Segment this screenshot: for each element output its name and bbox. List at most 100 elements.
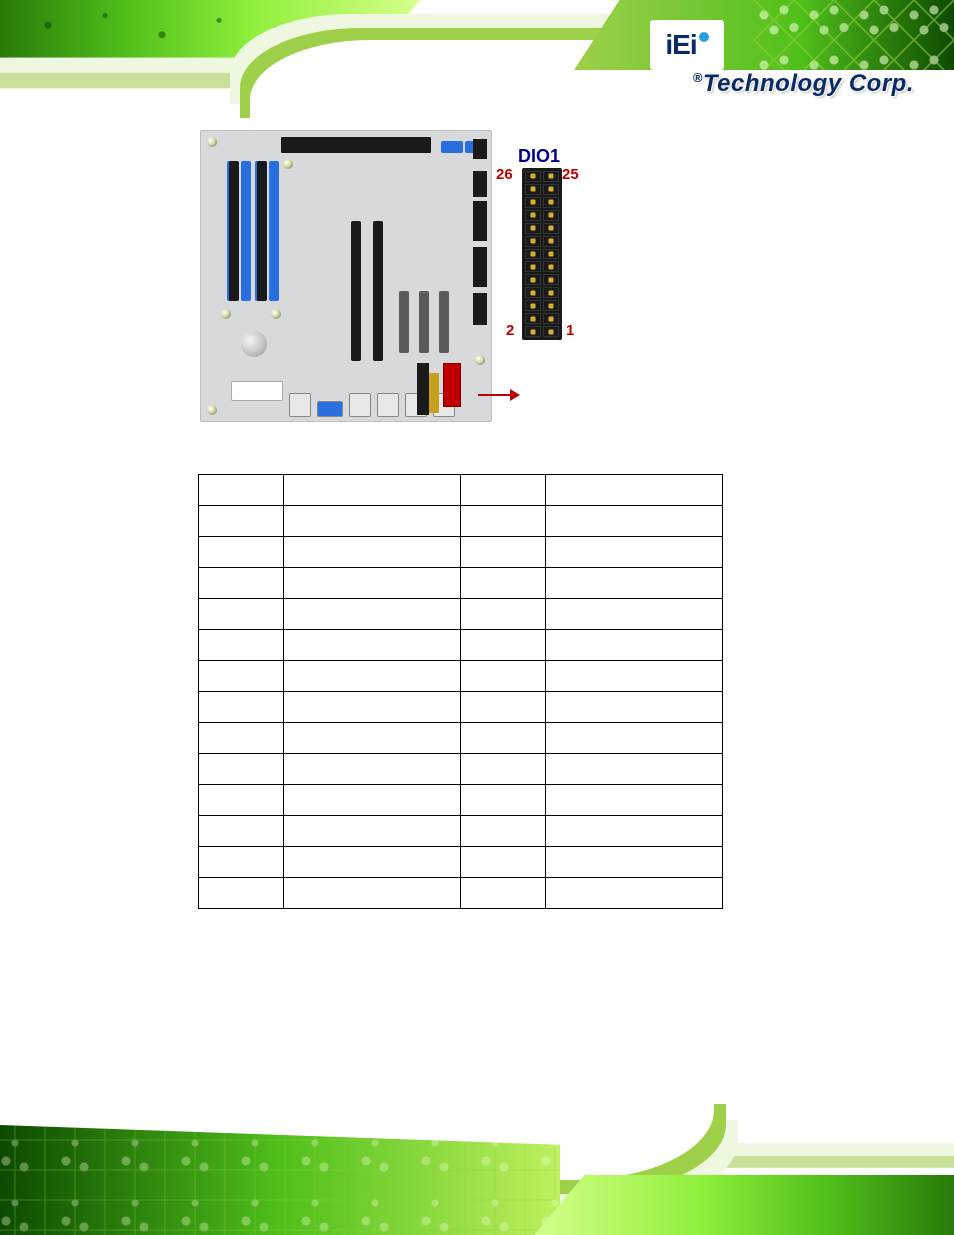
pcie-slot-icon (351, 221, 361, 361)
bottom-banner (0, 1095, 954, 1235)
table-cell (461, 878, 546, 909)
table-cell (546, 878, 723, 909)
table-cell (284, 568, 461, 599)
table-cell (546, 630, 723, 661)
pin-label-26: 26 (496, 166, 513, 183)
table-cell (461, 847, 546, 878)
table-cell (199, 816, 284, 847)
header-pin-icon (525, 184, 541, 195)
table-cell (546, 847, 723, 878)
screw-hole-icon (475, 355, 485, 365)
table-cell (461, 568, 546, 599)
callout-arrow-line (478, 394, 514, 396)
table-cell (284, 785, 461, 816)
table-row (199, 723, 723, 754)
table-row (199, 661, 723, 692)
dio-connector-highlight (443, 363, 461, 407)
lan-port-icon (377, 393, 399, 417)
header-pin-icon (543, 236, 559, 247)
table-cell (284, 630, 461, 661)
table-cell (461, 630, 546, 661)
table-cell (461, 754, 546, 785)
table-cell (284, 692, 461, 723)
table-row (199, 537, 723, 568)
pcie-slot-icon (373, 221, 383, 361)
table-cell (546, 506, 723, 537)
screw-hole-icon (207, 137, 217, 147)
dio-header-enlarged (522, 168, 562, 340)
bottom-pcb-strip-right (534, 1175, 954, 1235)
dimm-slot-icon (229, 161, 239, 301)
pin-header-icon (473, 139, 487, 159)
table-cell (461, 537, 546, 568)
table-header-row (199, 475, 723, 506)
pci-slot-icon (439, 291, 449, 353)
pin-label-25: 25 (562, 166, 579, 183)
table-cell (284, 816, 461, 847)
table-header-cell (546, 475, 723, 506)
header-pin-icon (543, 287, 559, 298)
table-cell (546, 816, 723, 847)
header-pin-icon (525, 300, 541, 311)
sata-connector-icon (441, 141, 463, 153)
header-pin-icon (525, 313, 541, 324)
dimm-slot-icon (257, 161, 267, 301)
table-cell (546, 723, 723, 754)
screw-hole-icon (271, 309, 281, 319)
table-cell (284, 661, 461, 692)
table-cell (461, 785, 546, 816)
logo-dot-icon (699, 32, 709, 42)
table-header-cell (284, 475, 461, 506)
table-cell (199, 537, 284, 568)
table-cell (199, 599, 284, 630)
table-cell (461, 723, 546, 754)
ide-connector-icon (281, 137, 431, 153)
table-header-cell (461, 475, 546, 506)
table-cell (546, 568, 723, 599)
table-cell (199, 692, 284, 723)
table-cell (199, 754, 284, 785)
header-pin-icon (525, 249, 541, 260)
table-cell (284, 723, 461, 754)
table-cell (284, 754, 461, 785)
table-cell (546, 785, 723, 816)
table-cell (199, 785, 284, 816)
header-pin-icon (543, 261, 559, 272)
header-pin-icon (543, 197, 559, 208)
table-cell (461, 692, 546, 723)
header-pin-icon (525, 326, 541, 337)
callout-arrow-head-icon (510, 389, 520, 401)
table-cell (199, 630, 284, 661)
header-pin-icon (525, 171, 541, 182)
header-pin-icon (543, 249, 559, 260)
tagline-text: Technology Corp. (703, 70, 914, 97)
header-pin-icon (525, 223, 541, 234)
table-cell (284, 537, 461, 568)
logo-letters: iEi (665, 34, 696, 56)
pin-header-icon (417, 363, 429, 415)
pin-header-icon (473, 293, 487, 325)
table-cell (284, 599, 461, 630)
cmos-battery-icon (241, 331, 267, 357)
table-row (199, 847, 723, 878)
table-header-cell (199, 475, 284, 506)
table-cell (546, 754, 723, 785)
table-cell (199, 723, 284, 754)
table-row (199, 692, 723, 723)
vga-port-icon (317, 401, 343, 417)
table-row (199, 568, 723, 599)
brand-tagline: ®Technology Corp. (693, 70, 914, 98)
header-pin-icon (543, 223, 559, 234)
screw-hole-icon (221, 309, 231, 319)
top-pcb-strip-right (574, 0, 954, 70)
logo-text: iEi (665, 34, 708, 56)
motherboard-diagram (200, 130, 492, 422)
table-cell (546, 537, 723, 568)
table-row (199, 785, 723, 816)
header-pin-icon (543, 313, 559, 324)
header-pin-icon (525, 236, 541, 247)
table-cell (284, 878, 461, 909)
table-row (199, 816, 723, 847)
pin-header-icon (429, 373, 439, 413)
pin-label-2: 2 (506, 322, 514, 339)
